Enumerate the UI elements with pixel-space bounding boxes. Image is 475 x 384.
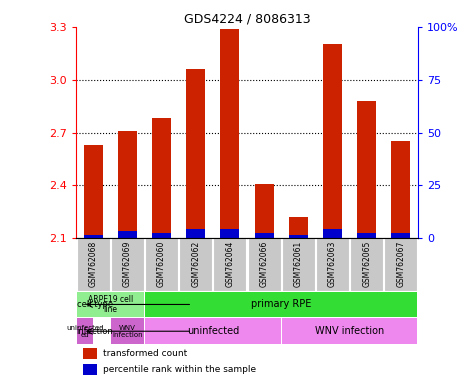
Text: ARPE19 cell
line: ARPE19 cell line bbox=[87, 295, 133, 314]
Bar bbox=[247, 238, 281, 291]
Text: WNV
infection: WNV infection bbox=[112, 325, 142, 338]
Bar bbox=[282, 238, 315, 291]
Bar bbox=[111, 318, 144, 344]
Text: cell type: cell type bbox=[76, 300, 113, 309]
Text: transformed count: transformed count bbox=[104, 349, 188, 358]
Bar bbox=[118, 231, 137, 238]
Bar bbox=[316, 238, 349, 291]
Text: GSM762066: GSM762066 bbox=[260, 240, 268, 287]
Bar bbox=[84, 145, 103, 238]
Text: uninfected
ed: uninfected ed bbox=[66, 325, 104, 338]
Bar bbox=[76, 318, 93, 344]
Bar bbox=[179, 238, 212, 291]
Bar bbox=[255, 233, 274, 238]
Bar bbox=[145, 318, 281, 344]
Bar bbox=[76, 238, 110, 291]
Bar bbox=[186, 229, 205, 238]
Bar bbox=[186, 69, 205, 238]
Bar bbox=[289, 235, 308, 238]
Bar bbox=[220, 29, 239, 238]
Bar bbox=[391, 141, 410, 238]
Text: GSM762060: GSM762060 bbox=[157, 240, 166, 287]
Bar bbox=[323, 45, 342, 238]
Text: uninfected: uninfected bbox=[187, 326, 239, 336]
Text: GSM762063: GSM762063 bbox=[328, 240, 337, 287]
Bar bbox=[255, 184, 274, 238]
Bar bbox=[220, 229, 239, 238]
Bar bbox=[357, 101, 376, 238]
Bar bbox=[282, 318, 418, 344]
Bar bbox=[118, 131, 137, 238]
Bar bbox=[145, 238, 178, 291]
Bar bbox=[391, 233, 410, 238]
Text: percentile rank within the sample: percentile rank within the sample bbox=[104, 365, 256, 374]
Text: primary RPE: primary RPE bbox=[251, 300, 312, 310]
Bar bbox=[357, 233, 376, 238]
Text: GSM762062: GSM762062 bbox=[191, 240, 200, 287]
Bar bbox=[152, 233, 171, 238]
Bar bbox=[152, 119, 171, 238]
Text: GSM762064: GSM762064 bbox=[226, 240, 234, 287]
Bar bbox=[213, 238, 247, 291]
Text: WNV infection: WNV infection bbox=[315, 326, 384, 336]
Bar bbox=[111, 238, 144, 291]
Bar bbox=[84, 235, 103, 238]
Bar bbox=[83, 348, 96, 359]
Title: GDS4224 / 8086313: GDS4224 / 8086313 bbox=[184, 13, 310, 26]
Bar bbox=[289, 217, 308, 238]
Bar bbox=[323, 229, 342, 238]
Bar bbox=[83, 364, 96, 375]
Text: GSM762069: GSM762069 bbox=[123, 240, 132, 287]
Bar bbox=[384, 238, 418, 291]
Bar bbox=[145, 291, 418, 317]
Text: GSM762061: GSM762061 bbox=[294, 240, 303, 287]
Bar bbox=[350, 238, 383, 291]
Bar bbox=[76, 291, 144, 317]
Text: GSM762065: GSM762065 bbox=[362, 240, 371, 287]
Text: GSM762067: GSM762067 bbox=[397, 240, 405, 287]
Text: infection: infection bbox=[76, 327, 114, 336]
Text: GSM762068: GSM762068 bbox=[89, 240, 97, 287]
